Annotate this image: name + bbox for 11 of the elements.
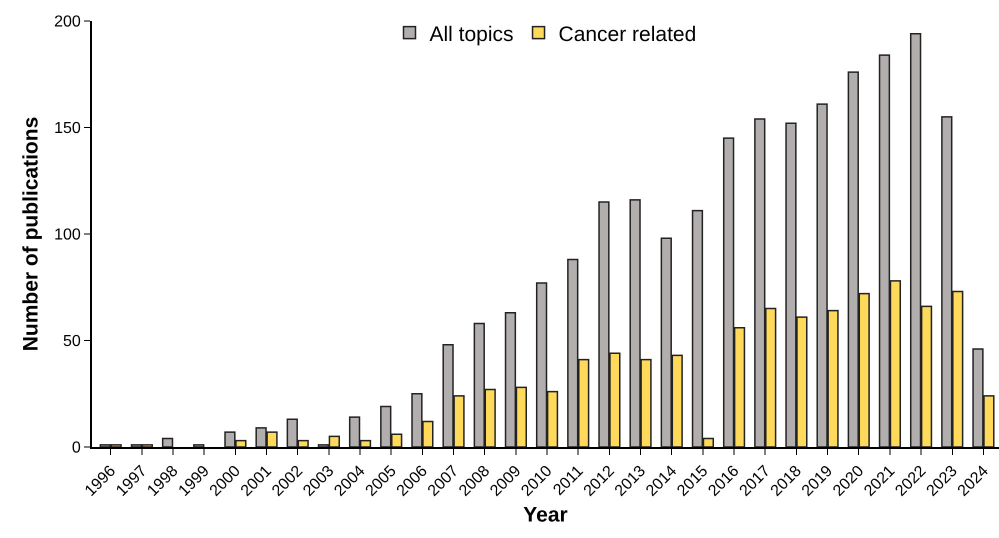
- legend-label: Cancer related: [558, 22, 696, 46]
- y-tick-label: 200: [54, 14, 81, 31]
- y-tick-label: 100: [54, 226, 81, 244]
- y-tick-label: 0: [72, 440, 81, 457]
- bar: [193, 444, 204, 447]
- y-axis-title: Number of publications: [20, 116, 43, 352]
- y-tick-label: 150: [54, 120, 81, 138]
- x-axis-title: Year: [523, 504, 568, 527]
- legend-label: All topics: [430, 22, 514, 46]
- bar: [162, 438, 174, 447]
- y-tick-label: 50: [63, 333, 81, 350]
